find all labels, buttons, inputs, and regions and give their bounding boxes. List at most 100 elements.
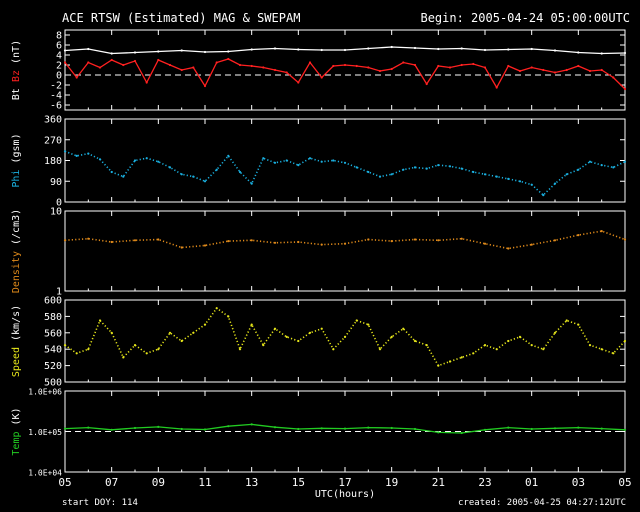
x-tick-label: 05 bbox=[618, 476, 631, 489]
mag-ytick-label: 0 bbox=[56, 71, 62, 82]
density-series-density bbox=[64, 230, 626, 250]
phi-point bbox=[110, 170, 113, 174]
phi-ylabel: Phi (gsm) bbox=[11, 133, 22, 187]
temp-point bbox=[460, 431, 463, 435]
density-point bbox=[250, 239, 253, 242]
x-axis-label: UTC(hours) bbox=[315, 489, 375, 500]
mag-point bbox=[367, 66, 370, 69]
speed-ytick-label: 540 bbox=[44, 345, 62, 356]
mag-ytick-label: -4 bbox=[50, 91, 62, 102]
density-ylabel-part: Density bbox=[11, 251, 22, 293]
speed-point bbox=[530, 344, 533, 347]
speed-point bbox=[297, 339, 300, 343]
mag-point bbox=[367, 47, 370, 50]
speed-point bbox=[355, 319, 358, 322]
mag-point bbox=[425, 82, 428, 86]
begin-time: Begin: 2005-04-24 05:00:00UTC bbox=[420, 11, 630, 25]
mag-point bbox=[63, 49, 67, 52]
phi-point bbox=[542, 194, 545, 197]
speed-point bbox=[250, 323, 253, 326]
phi-ytick-label: 360 bbox=[44, 115, 62, 126]
mag-point bbox=[297, 48, 300, 51]
density-ylabel: Density (/cm3) bbox=[11, 209, 22, 293]
phi-point bbox=[402, 168, 405, 171]
speed-point bbox=[577, 323, 580, 326]
phi-point bbox=[472, 170, 475, 174]
temp-ytick-label: 1.0E+04 bbox=[28, 469, 62, 478]
speed-point bbox=[507, 339, 510, 343]
temp-point bbox=[577, 426, 580, 429]
phi-point bbox=[203, 180, 207, 183]
temp-point bbox=[367, 426, 370, 429]
speed-ytick-label: 580 bbox=[44, 312, 62, 323]
mag-ylabel-part: Bz bbox=[11, 70, 22, 88]
density-point bbox=[87, 237, 90, 240]
mag-point bbox=[600, 52, 603, 55]
phi-point bbox=[308, 157, 312, 160]
mag-point bbox=[530, 66, 533, 69]
mag-point bbox=[297, 81, 300, 84]
speed-ylabel-part: Speed bbox=[11, 347, 22, 377]
mag-point bbox=[157, 58, 160, 62]
density-point bbox=[227, 240, 230, 243]
temp-point bbox=[297, 427, 300, 431]
mag-point bbox=[320, 48, 323, 52]
mag-point bbox=[320, 76, 323, 79]
mag-point bbox=[355, 64, 358, 68]
mag-point bbox=[250, 64, 253, 68]
speed-point bbox=[565, 319, 568, 322]
mag-point bbox=[623, 51, 627, 55]
temp-point bbox=[530, 427, 533, 431]
phi-point bbox=[297, 164, 300, 167]
mag-point bbox=[110, 52, 113, 55]
mag-series-bz bbox=[64, 58, 626, 90]
speed-point bbox=[273, 327, 277, 330]
temp-point bbox=[273, 426, 277, 429]
temp-point bbox=[343, 427, 347, 430]
phi-ytick-label: 90 bbox=[50, 177, 62, 188]
speed-point bbox=[110, 331, 113, 334]
speed-point bbox=[472, 352, 475, 355]
mag-point bbox=[530, 47, 533, 51]
phi-point bbox=[507, 177, 510, 180]
phi-point bbox=[180, 173, 183, 176]
mag-point bbox=[215, 61, 218, 64]
mag-point bbox=[75, 76, 78, 79]
phi-point bbox=[367, 170, 370, 174]
density-point bbox=[180, 246, 183, 249]
mag-point bbox=[63, 61, 67, 64]
density-point bbox=[577, 234, 580, 237]
phi-point bbox=[87, 152, 90, 155]
temp-point bbox=[250, 423, 253, 426]
density-point bbox=[483, 242, 487, 245]
mag-point bbox=[168, 63, 172, 67]
mag-point bbox=[273, 68, 277, 72]
phi-point bbox=[273, 161, 277, 164]
speed-point bbox=[612, 352, 615, 355]
mag-ytick-label: 8 bbox=[56, 31, 62, 42]
temp-point bbox=[63, 427, 67, 430]
temp-point bbox=[623, 428, 627, 431]
speed-ytick-label: 600 bbox=[44, 296, 62, 307]
phi-point bbox=[378, 175, 382, 178]
speed-point bbox=[600, 348, 603, 351]
phi-point bbox=[437, 164, 440, 167]
density-point bbox=[157, 238, 160, 241]
mag-point bbox=[413, 46, 417, 50]
temp-point bbox=[203, 428, 207, 431]
mag-ytick-label: 6 bbox=[56, 41, 62, 52]
phi-point bbox=[355, 166, 358, 169]
density-point bbox=[553, 239, 557, 242]
chart-title: ACE RTSW (Estimated) MAG & SWEPAM bbox=[62, 11, 301, 25]
phi-point bbox=[227, 154, 230, 157]
density-point bbox=[600, 230, 603, 233]
speed-point bbox=[308, 331, 312, 334]
speed-point bbox=[180, 339, 183, 343]
mag-point bbox=[553, 71, 557, 74]
speed-point bbox=[402, 327, 405, 330]
mag-point bbox=[413, 63, 417, 67]
density-point bbox=[320, 243, 323, 246]
x-tick-label: 01 bbox=[525, 476, 538, 489]
phi-point bbox=[553, 182, 557, 185]
phi-point bbox=[600, 164, 603, 167]
